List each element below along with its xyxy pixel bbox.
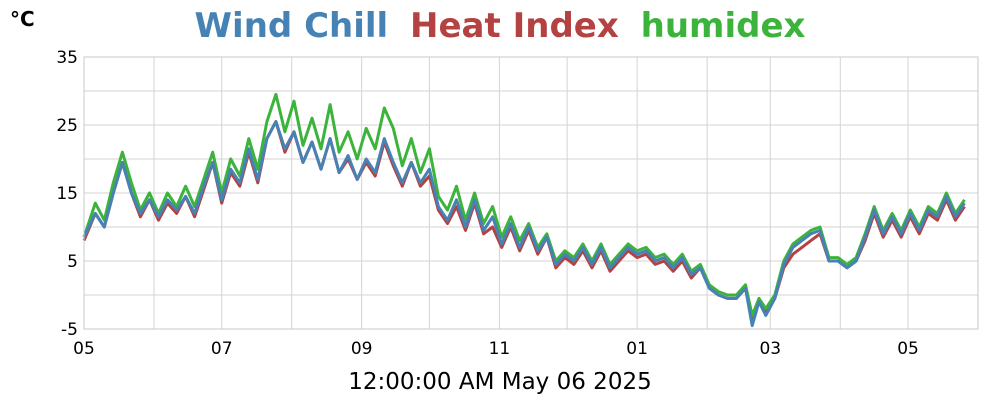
series-line-wind-chill: [82, 120, 966, 328]
title-part-wind-chill: Wind Chill: [195, 6, 389, 46]
y-tick-label: 15: [56, 184, 78, 204]
title-part-humidex: humidex: [641, 6, 806, 46]
axis-ticks: -5 5 15 25 35 05 07 09 11 01 03 05: [56, 48, 918, 359]
y-unit-label: °C: [10, 7, 35, 31]
plot-frame: [83, 56, 979, 330]
y-tick-label: 35: [56, 48, 78, 68]
y-tick-label: 5: [67, 252, 78, 272]
x-tick-label: 05: [897, 339, 919, 359]
x-tick-label: 07: [211, 339, 233, 359]
x-axis-caption: 12:00:00 AM May 06 2025: [348, 369, 651, 395]
series-line-heat-index: [82, 120, 966, 321]
x-tick-label: 03: [759, 339, 781, 359]
chart-title: Wind Chill Heat Index humidex: [195, 6, 806, 46]
x-tick-label: 01: [626, 339, 648, 359]
y-tick-label: -5: [61, 320, 78, 340]
series-lines: [82, 92, 966, 328]
series-line-humidex: [82, 92, 966, 317]
x-tick-label: 11: [489, 339, 511, 359]
x-tick-label: 05: [73, 339, 95, 359]
x-tick-label: 09: [351, 339, 373, 359]
title-part-heat-index: Heat Index: [410, 6, 619, 46]
y-tick-label: 25: [56, 116, 78, 136]
